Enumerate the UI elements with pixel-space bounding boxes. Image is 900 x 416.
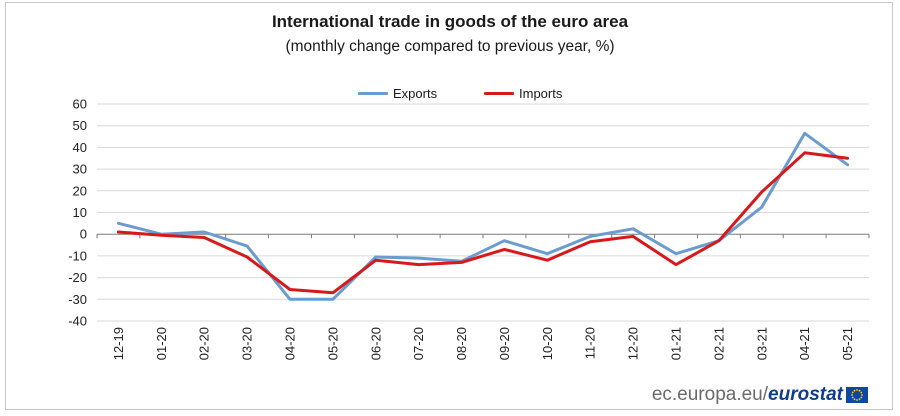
source-footer: ec.europa.eu/eurostat (652, 384, 868, 406)
x-tick-label: 04-20 (283, 327, 298, 360)
chart-subtitle: (monthly change compared to previous yea… (285, 38, 615, 55)
chart-frame (5, 2, 893, 410)
x-tick-label: 12-20 (626, 327, 641, 360)
x-tick-label: 10-20 (540, 327, 555, 360)
chart-title: International trade in goods of the euro… (271, 12, 629, 31)
x-tick-label: 03-21 (754, 327, 769, 360)
legend-swatch-imports (484, 91, 514, 95)
y-tick-label: -10 (68, 248, 87, 263)
y-tick-label: 0 (80, 227, 87, 242)
y-tick-label: 30 (73, 162, 87, 177)
x-tick-label: 04-21 (797, 327, 812, 360)
x-tick-label: 03-20 (240, 327, 255, 360)
x-tick-label: 09-20 (497, 327, 512, 360)
legend-swatch-exports (358, 91, 388, 95)
chart-legend: Exports Imports (0, 84, 900, 102)
eurostat-logo-text: eurostat (768, 384, 843, 405)
series-line-imports (116, 151, 850, 295)
x-tick-label: 02-20 (197, 327, 212, 360)
x-tick-label: 12-19 (111, 327, 126, 360)
y-tick-label: 10 (73, 205, 87, 220)
source-url: ec.europa.eu/ (651, 384, 769, 405)
y-tick-label: -40 (68, 314, 87, 329)
legend-item-exports: Exports (358, 84, 437, 102)
x-tick-label: 01-20 (154, 327, 169, 360)
legend-item-imports: Imports (484, 84, 562, 102)
y-tick-label: 20 (73, 183, 87, 198)
y-tick-label: 50 (73, 118, 87, 133)
legend-label-exports: Exports (393, 85, 438, 101)
y-tick-label: -20 (68, 270, 87, 285)
eu-flag-icon (846, 387, 868, 403)
legend-label-imports: Imports (519, 85, 563, 101)
x-tick-label: 05-21 (840, 327, 855, 360)
y-tick-label: 40 (73, 140, 87, 155)
x-tick-label: 05-20 (325, 327, 340, 360)
x-tick-label: 08-20 (454, 327, 469, 360)
y-tick-label: 60 (73, 97, 87, 112)
x-tick-label: 02-21 (711, 327, 726, 360)
x-tick-label: 01-21 (669, 327, 684, 360)
series-line-exports (116, 131, 850, 301)
x-tick-label: 06-20 (368, 327, 383, 360)
x-tick-label: 11-20 (583, 327, 598, 359)
y-tick-label: -30 (68, 292, 87, 307)
x-tick-label: 07-20 (411, 327, 426, 360)
